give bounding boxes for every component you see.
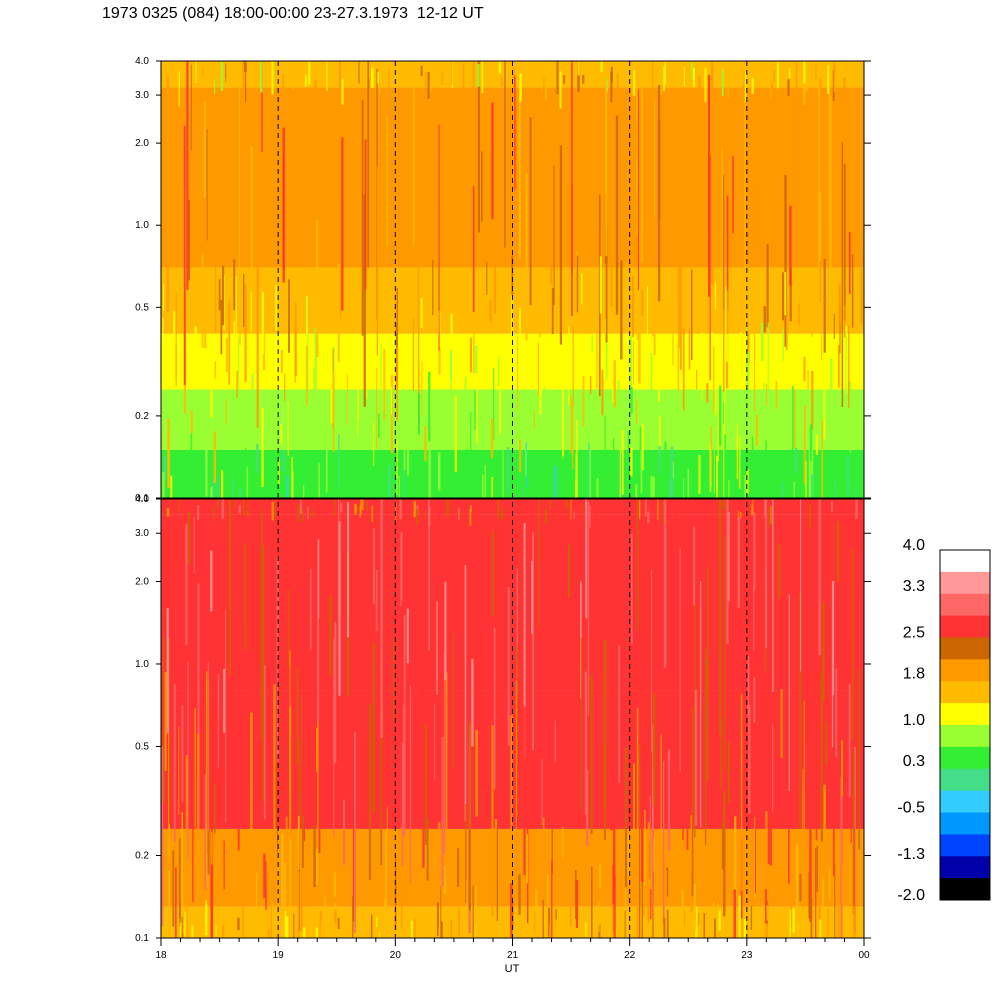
y-tick-upper-0.1: 0.1: [135, 493, 149, 504]
colorbar-swatch-2: [940, 593, 990, 617]
y-tick-lower-0.1: 0.1: [135, 933, 149, 944]
colorbar-label-4: 1.0: [903, 712, 925, 729]
colorbar-swatch-4: [940, 637, 990, 660]
colorbar-label-3: 1.8: [903, 665, 925, 682]
colorbar-swatch-8: [940, 725, 990, 748]
x-axis-label: UT: [505, 963, 520, 975]
texture-lower: [161, 499, 864, 938]
colorbar-frame: [939, 549, 991, 901]
lower-panel: [161, 499, 864, 938]
colorbar-label-5: 0.3: [903, 753, 925, 770]
colorbar-label-6: -0.5: [897, 800, 925, 817]
colorbar-swatch-5: [940, 659, 990, 682]
band-upper-4: [161, 87, 864, 268]
colorbar-swatch-11: [940, 790, 990, 813]
colorbar-label-0: 4.0: [903, 537, 925, 554]
x-tick-23: 23: [741, 950, 753, 961]
y-tick-lower-0.5: 0.5: [135, 741, 149, 752]
texture-upper: [162, 61, 864, 498]
colorbar-label-2: 2.5: [903, 625, 925, 642]
y-tick-upper-0.2: 0.2: [135, 411, 149, 422]
colorbar-swatch-13: [940, 834, 990, 857]
colorbar-swatch-6: [940, 681, 990, 704]
colorbar-label-7: -1.3: [897, 846, 925, 863]
colorbar-label-8: -2.0: [897, 887, 925, 904]
colorbar-swatch-15: [940, 878, 990, 901]
y-tick-lower-4.0: 4.0: [135, 494, 149, 505]
frame-upper: [160, 60, 865, 499]
x-tick-00: 00: [858, 950, 870, 961]
y-tick-lower-1.0: 1.0: [135, 659, 149, 670]
x-tick-22: 22: [624, 950, 636, 961]
y-tick-upper-4.0: 4.0: [135, 56, 149, 67]
y-tick-upper-2.0: 2.0: [135, 138, 149, 149]
y-tick-lower-3.0: 3.0: [135, 528, 149, 539]
colorbar-swatch-3: [940, 615, 990, 638]
x-tick-20: 20: [390, 950, 402, 961]
y-tick-lower-0.2: 0.2: [135, 851, 149, 862]
colorbar-swatch-1: [940, 571, 990, 595]
y-tick-upper-0.5: 0.5: [135, 302, 149, 313]
y-tick-upper-1.0: 1.0: [135, 220, 149, 231]
colorbar-swatch-14: [940, 856, 990, 879]
chart-title: 1973 0325 (084) 18:00-00:00 23-27.3.1973…: [102, 5, 484, 22]
y-tick-upper-3.0: 3.0: [135, 90, 149, 101]
colorbar-swatch-0: [940, 550, 990, 573]
colorbar-swatch-10: [940, 768, 990, 792]
x-tick-18: 18: [155, 950, 167, 961]
y-tick-lower-2.0: 2.0: [135, 576, 149, 587]
colorbar: 4.0 3.3 2.5 1.8 1.0 0.3 -0.5 -1.3 -2.0: [897, 537, 991, 904]
colorbar-label-1: 3.3: [903, 578, 925, 595]
hour-dashed-lines: [277, 61, 748, 938]
colorbar-swatch-7: [940, 703, 990, 726]
colorbar-swatch-9: [940, 746, 990, 770]
axes: 0.10.20.51.02.03.04.00.10.20.51.02.03.04…: [135, 56, 871, 961]
colorbar-swatch-12: [940, 812, 990, 835]
x-tick-19: 19: [273, 950, 285, 961]
x-tick-21: 21: [507, 950, 519, 961]
